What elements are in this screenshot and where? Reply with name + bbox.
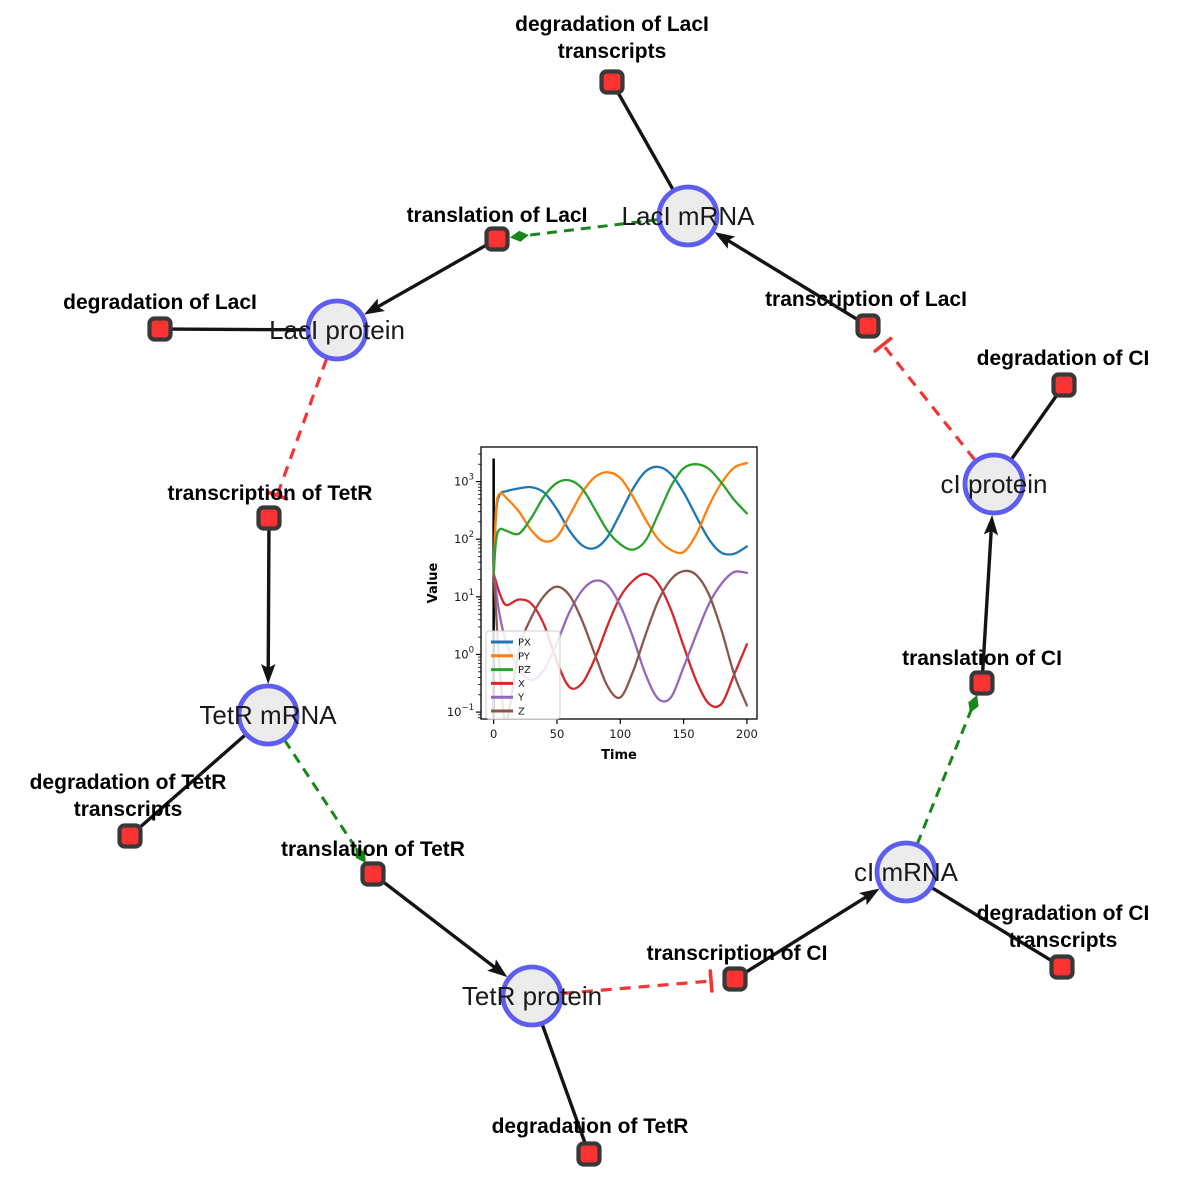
edge-cI_protein-deg_cI bbox=[1009, 391, 1060, 462]
species-node-lacI_protein[interactable] bbox=[305, 298, 369, 362]
series-line-PY bbox=[492, 461, 749, 576]
edge-tetR_mRNA-transl_tetR-modifier-head bbox=[355, 847, 366, 864]
edge-transl_tetR-tetR_protein-arrowhead bbox=[487, 959, 508, 978]
reaction-label-deg_cI: degradation of CI bbox=[977, 347, 1150, 370]
reaction-node-transc_lacI[interactable] bbox=[855, 313, 881, 339]
edge-cI_protein-transc_lacI-tee bbox=[873, 336, 893, 353]
reaction-label-deg_lacI: degradation of LacI bbox=[63, 291, 257, 314]
reaction-label-transl_cI: translation of CI bbox=[902, 647, 1062, 670]
edge-tetR_mRNA-transl_tetR bbox=[283, 739, 359, 852]
edge-transc_tetR-tetR_mRNA-arrowhead bbox=[261, 663, 276, 685]
legend-label-PY: PY bbox=[518, 651, 531, 662]
legend-label-PZ: PZ bbox=[518, 665, 531, 676]
y-tick-label-1e1: 101 bbox=[454, 588, 474, 604]
reaction-label-deg_tetR_tx-line2: transcripts bbox=[74, 798, 183, 821]
edge-lacI_protein-transc_tetR-tee bbox=[265, 490, 289, 501]
reaction-node-transl_lacI[interactable] bbox=[484, 226, 510, 252]
edge-lacI_mRNA-transl_lacI bbox=[524, 218, 659, 238]
series-line-PZ bbox=[492, 463, 749, 576]
edge-tetR_protein-transc_cI bbox=[562, 979, 712, 996]
edge-lacI_mRNA-deg_lacI_tx bbox=[615, 88, 675, 192]
reaction-label-transl_tetR: translation of TetR bbox=[281, 838, 465, 861]
edge-transl_lacI-lacI_protein bbox=[372, 243, 488, 311]
reaction-node-transc_tetR[interactable] bbox=[256, 505, 282, 531]
reaction-node-deg_cI[interactable] bbox=[1051, 372, 1077, 398]
reaction-label-transc_cI: transcription of CI bbox=[647, 942, 828, 965]
plot-frame bbox=[480, 446, 758, 720]
y-tick-label-1e3: 103 bbox=[454, 473, 474, 489]
reaction-label-deg_tetR: degradation of TetR bbox=[492, 1115, 689, 1138]
edge-tetR_protein-deg_tetR bbox=[540, 1022, 588, 1147]
reaction-node-transc_cI[interactable] bbox=[722, 966, 748, 992]
reaction-label-deg_cI_tx-line2: transcripts bbox=[1009, 929, 1118, 952]
edge-transc_lacI-lacI_mRNA bbox=[722, 236, 859, 321]
edge-tetR_mRNA-deg_tetR_tx bbox=[135, 733, 248, 832]
species-label-cI_mRNA: cI mRNA bbox=[854, 857, 959, 887]
reaction-label-transl_lacI: translation of LacI bbox=[407, 204, 588, 227]
edge-cI_protein-transc_lacI bbox=[881, 343, 976, 461]
reaction-label-deg_lacI_tx-line1: degradation of LacI bbox=[515, 13, 709, 36]
edge-cI_mRNA-transl_cI-modifier-head bbox=[968, 695, 979, 713]
legend-label-X: X bbox=[518, 679, 525, 690]
edge-tetR_protein-transc_cI-tee bbox=[708, 969, 714, 993]
species-node-tetR_protein[interactable] bbox=[500, 964, 564, 1028]
species-node-cI_protein[interactable] bbox=[962, 452, 1026, 516]
series-line-PX bbox=[492, 465, 749, 576]
y-tick-label-1e0: 100 bbox=[454, 645, 474, 661]
species-label-cI_protein: cI protein bbox=[941, 469, 1048, 499]
edge-transl_tetR-tetR_protein bbox=[381, 880, 500, 972]
y-axis-label: Value bbox=[426, 562, 441, 603]
reaction-node-transl_cI[interactable] bbox=[969, 670, 995, 696]
edge-transl_cI-cI_protein-arrowhead bbox=[983, 514, 999, 536]
edge-transl_cI-cI_protein bbox=[981, 525, 994, 672]
edge-cI_mRNA-transl_cI bbox=[915, 708, 973, 845]
edge-transc_tetR-tetR_mRNA bbox=[266, 529, 271, 674]
species-label-lacI_mRNA: LacI mRNA bbox=[622, 201, 756, 231]
y-tick-label-1e2: 102 bbox=[454, 530, 474, 546]
series-line-X bbox=[492, 572, 749, 709]
reaction-label-transc_tetR: transcription of TetR bbox=[168, 482, 373, 505]
x-axis-label: Time bbox=[601, 748, 637, 763]
y-tick-label-1e-1: 10−1 bbox=[447, 703, 474, 719]
reaction-label-deg_tetR_tx-line1: degradation of TetR bbox=[30, 771, 227, 794]
nodes-layer bbox=[117, 69, 1077, 1167]
reaction-node-deg_tetR_tx[interactable] bbox=[117, 823, 143, 849]
reaction-label-deg_lacI_tx-line2: transcripts bbox=[558, 40, 667, 63]
x-tick-label-0: 0 bbox=[490, 727, 497, 741]
reaction-node-deg_lacI[interactable] bbox=[147, 316, 173, 342]
species-node-cI_mRNA[interactable] bbox=[874, 840, 938, 904]
edge-lacI_protein-deg_lacI bbox=[168, 327, 309, 332]
species-label-tetR_mRNA: TetR mRNA bbox=[199, 700, 337, 730]
species-node-lacI_mRNA[interactable] bbox=[656, 184, 720, 248]
edge-lacI_mRNA-transl_lacI-modifier-head bbox=[509, 230, 529, 242]
edge-transc_cI-cI_mRNA-arrowhead bbox=[858, 888, 880, 906]
x-tick-label-150: 150 bbox=[673, 727, 695, 741]
species-node-tetR_mRNA[interactable] bbox=[236, 683, 300, 747]
reaction-label-transc_lacI: transcription of LacI bbox=[765, 288, 967, 311]
reaction-node-deg_cI_tx[interactable] bbox=[1049, 954, 1075, 980]
chart-legend: PX PY PZ XYZ bbox=[485, 630, 561, 720]
edge-lacI_protein-transc_tetR bbox=[275, 358, 328, 496]
reaction-label-deg_cI_tx-line1: degradation of CI bbox=[977, 902, 1150, 925]
legend-label-PX: PX bbox=[518, 638, 531, 649]
embedded-timecourse-chart: 0 50 100 150 20010310210110010−1TimeValuePXP… bbox=[426, 446, 758, 763]
edge-cI_mRNA-deg_cI_tx bbox=[929, 885, 1056, 964]
x-tick-label-50: 50 bbox=[550, 727, 565, 741]
x-tick-label-100: 100 bbox=[609, 727, 631, 741]
species-label-tetR_protein: TetR protein bbox=[462, 981, 602, 1011]
reaction-node-deg_tetR[interactable] bbox=[576, 1141, 602, 1167]
species-label-lacI_protein: LacI protein bbox=[269, 315, 405, 345]
reaction-node-deg_lacI_tx[interactable] bbox=[599, 69, 625, 95]
labels-layer: LacI mRNA LacI protein TetR mRNA TetR prote… bbox=[30, 13, 1150, 1138]
edge-transc_lacI-lacI_mRNA-arrowhead bbox=[714, 232, 736, 249]
reaction-node-transl_tetR[interactable] bbox=[360, 861, 386, 887]
edges-layer bbox=[135, 88, 1060, 1147]
edge-transl_lacI-lacI_protein-arrowhead bbox=[363, 298, 385, 315]
legend-label-Z: Z bbox=[518, 707, 525, 718]
legend-label-Y: Y bbox=[517, 693, 525, 704]
edge-transc_cI-cI_mRNA bbox=[744, 893, 872, 974]
x-tick-label-200: 200 bbox=[736, 727, 758, 741]
